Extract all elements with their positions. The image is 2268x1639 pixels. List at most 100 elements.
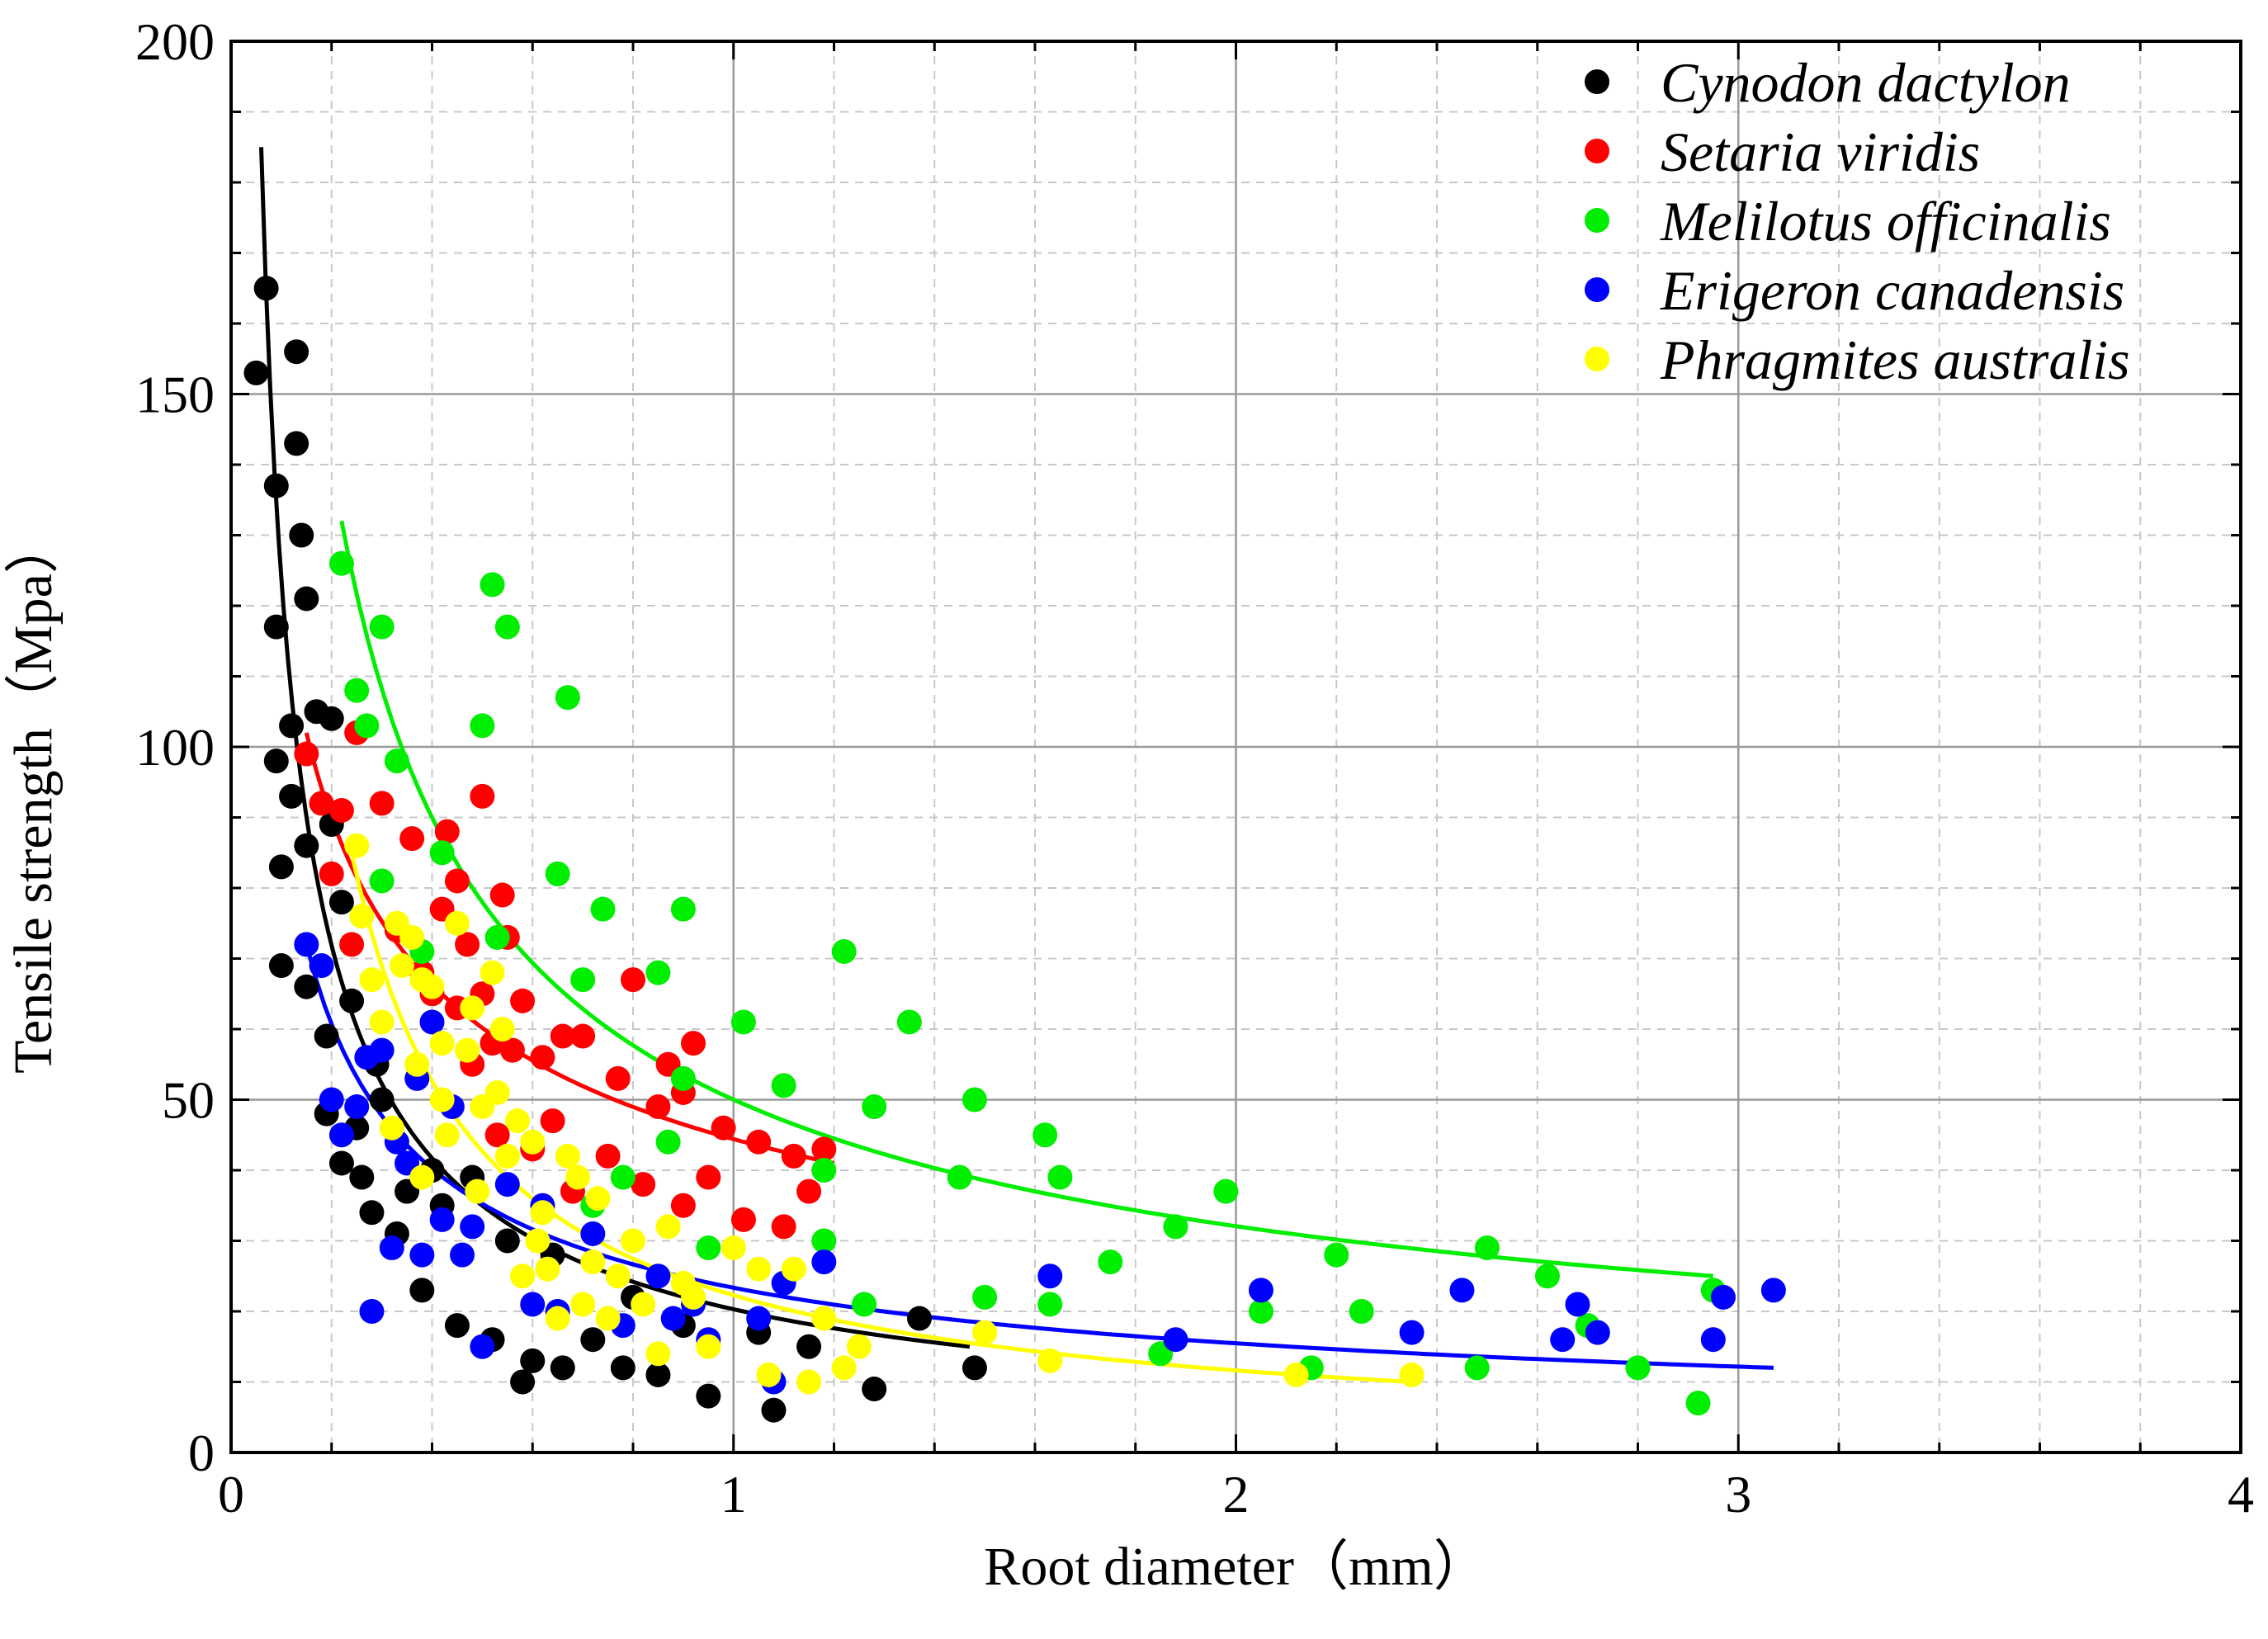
data-point: [294, 741, 319, 767]
data-point: [862, 1094, 887, 1120]
data-point: [369, 791, 395, 816]
data-point: [268, 953, 294, 979]
data-point: [1760, 1278, 1786, 1303]
data-point: [811, 1136, 837, 1162]
data-point: [399, 924, 425, 950]
data-point: [670, 896, 696, 922]
data-point: [1037, 1348, 1063, 1373]
legend-marker: [1585, 208, 1609, 233]
legend-marker: [1585, 277, 1609, 302]
data-point: [1037, 1292, 1063, 1317]
x-tick-label: 3: [1725, 1465, 1751, 1523]
data-point: [696, 1164, 721, 1190]
data-point: [655, 1214, 681, 1240]
data-point: [470, 1334, 495, 1359]
data-point: [631, 1292, 656, 1317]
data-point: [510, 988, 536, 1013]
data-point: [494, 1143, 520, 1169]
data-point: [404, 1051, 430, 1077]
data-point: [1474, 1235, 1500, 1261]
data-point: [419, 1009, 445, 1035]
data-point: [389, 953, 414, 979]
data-point: [1449, 1278, 1475, 1303]
x-axis-title: Root diameter（mm）: [984, 1537, 1487, 1597]
data-point: [781, 1143, 806, 1169]
data-point: [379, 1235, 404, 1261]
data-point: [1585, 1320, 1610, 1345]
data-point: [746, 1306, 772, 1331]
data-point: [369, 1009, 395, 1035]
data-point: [1248, 1299, 1273, 1324]
data-point: [545, 1306, 570, 1331]
data-point: [862, 1377, 887, 1402]
data-point: [972, 1284, 998, 1310]
data-point: [339, 988, 365, 1013]
data-point: [681, 1031, 706, 1056]
legend-label: Setaria viridis: [1661, 120, 1980, 183]
data-point: [570, 1023, 596, 1049]
data-point: [359, 1200, 385, 1226]
data-point: [550, 1023, 575, 1049]
data-point: [444, 910, 470, 936]
data-point: [465, 1178, 490, 1204]
data-point: [379, 1115, 404, 1141]
data-point: [279, 713, 305, 739]
legend-label: Erigeron canadensis: [1660, 259, 2124, 322]
data-point: [545, 861, 570, 886]
data-point: [328, 890, 354, 915]
data-point: [328, 1150, 354, 1176]
data-point: [730, 1207, 756, 1232]
data-point: [796, 1369, 822, 1395]
data-point: [631, 1172, 656, 1197]
data-point: [645, 1362, 671, 1387]
data-point: [852, 1292, 877, 1317]
data-point: [1047, 1164, 1073, 1190]
legend-marker: [1585, 347, 1609, 371]
data-point: [570, 967, 596, 993]
x-tick-labels: 0 1 2 3 4: [218, 1465, 2254, 1523]
fit-curve: [304, 943, 1774, 1370]
legend-marker: [1585, 139, 1609, 163]
data-point: [294, 833, 319, 858]
data-point: [309, 791, 334, 816]
data-point: [480, 960, 505, 985]
data-point: [645, 960, 671, 985]
data-point: [429, 1087, 455, 1112]
data-point: [429, 840, 455, 866]
y-tick-label: 100: [135, 718, 215, 777]
data-point: [268, 854, 294, 880]
x-tick-label: 2: [1223, 1465, 1250, 1523]
data-point: [289, 522, 314, 548]
y-tick-labels: 0 50 100 150 200: [135, 12, 215, 1482]
data-point: [1464, 1355, 1490, 1381]
data-point: [450, 1242, 475, 1268]
data-point: [1399, 1362, 1425, 1387]
data-point: [284, 339, 309, 365]
data-point: [429, 1031, 455, 1056]
data-points: [243, 276, 1786, 1423]
data-point: [670, 1065, 696, 1091]
data-point: [580, 1327, 606, 1353]
data-point: [781, 1256, 806, 1282]
data-point: [670, 1193, 696, 1218]
data-point: [510, 1263, 536, 1289]
data-point: [470, 783, 495, 809]
data-point: [590, 896, 616, 922]
data-point: [1213, 1178, 1239, 1204]
x-tick-label: 1: [721, 1465, 747, 1523]
data-point: [520, 1348, 546, 1373]
data-point: [730, 1009, 756, 1035]
data-point: [645, 1094, 671, 1120]
legend-label: Melilotus officinalis: [1660, 190, 2111, 253]
data-point: [434, 1122, 460, 1148]
data-point: [494, 1228, 520, 1254]
fit-curve: [349, 852, 1412, 1384]
data-point: [309, 953, 334, 979]
data-point: [1399, 1320, 1425, 1345]
data-point: [243, 360, 269, 385]
data-point: [585, 1186, 611, 1212]
data-point: [460, 995, 485, 1021]
data-point: [580, 1221, 606, 1246]
